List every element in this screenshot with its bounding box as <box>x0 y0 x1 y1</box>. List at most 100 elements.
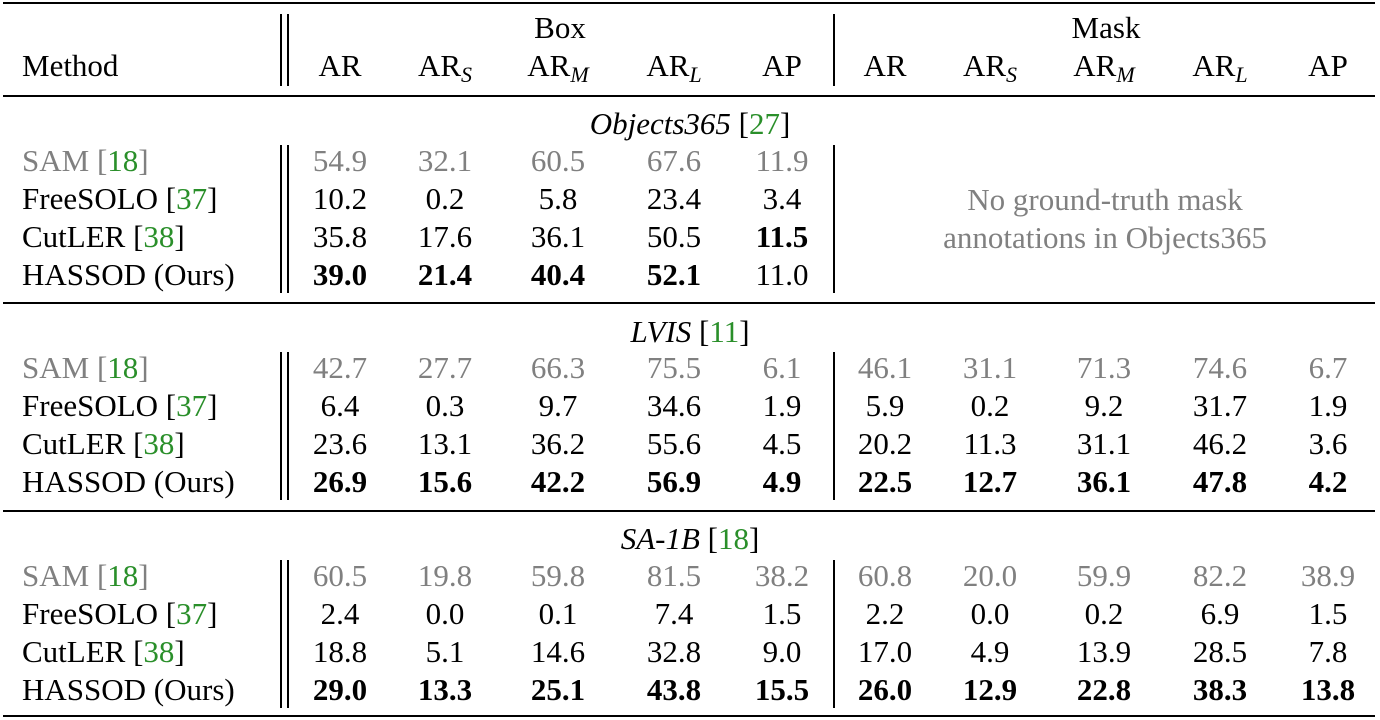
mask-value-cell: 9.2 <box>1084 388 1124 423</box>
box-value-cell: 23.6 <box>312 426 368 461</box>
box-value-cell: 3.4 <box>762 181 802 216</box>
header-col-mask-ap: AP <box>1308 48 1348 84</box>
method-label: CutLER <box>22 426 126 461</box>
vline-box-mask <box>833 352 835 500</box>
box-value-cell: 1.9 <box>762 388 802 423</box>
header-col-mask-ar: AR <box>863 48 906 84</box>
box-value-cell: 2.4 <box>320 596 360 631</box>
header-method: Method <box>22 48 119 83</box>
box-value-cell: 11.9 <box>755 143 809 178</box>
box-value-cell: 6.4 <box>320 388 360 423</box>
mask-value-cell: 20.2 <box>857 426 913 461</box>
method-label: HASSOD (Ours) <box>22 464 235 499</box>
vline-method-b <box>287 14 289 86</box>
dataset-name: LVIS <box>630 314 692 349</box>
method-label: SAM <box>22 558 90 593</box>
mask-value-cell: 3.6 <box>1308 426 1348 461</box>
box-value-cell: 18.8 <box>312 634 368 669</box>
method-citation: 38 <box>143 634 175 669</box>
header-col-box-ar-s: ARS <box>418 48 473 87</box>
box-value-cell: 55.6 <box>646 426 702 461</box>
col-label: AP <box>1308 48 1348 83</box>
mask-value-cell: 1.9 <box>1308 388 1348 423</box>
box-value-cell: 52.1 <box>646 257 702 292</box>
col-subscript: L <box>1235 62 1248 87</box>
dataset-citation: 11 <box>709 314 740 349</box>
col-subscript: S <box>461 62 473 87</box>
box-value-cell: 5.8 <box>538 181 578 216</box>
box-value-cell: 32.1 <box>417 143 473 178</box>
box-value-cell: 23.4 <box>646 181 702 216</box>
dataset-name: Objects365 <box>589 106 731 141</box>
box-value-cell: 14.6 <box>530 634 586 669</box>
mask-value-cell: 36.1 <box>1076 464 1132 499</box>
vline-method-a <box>280 352 282 500</box>
box-value-cell: 43.8 <box>646 672 702 707</box>
mask-value-cell: 1.5 <box>1308 596 1348 631</box>
section-rule-sa1b <box>3 510 1375 512</box>
mask-value-cell: 31.7 <box>1192 388 1248 423</box>
box-value-cell: 56.9 <box>646 464 702 499</box>
mask-value-cell: 17.0 <box>857 634 913 669</box>
header-col-mask-ar-m: ARM <box>1073 48 1134 86</box>
method-name: FreeSOLO [37] <box>22 181 218 216</box>
method-citation: 37 <box>176 596 208 631</box>
box-value-cell: 17.6 <box>417 219 473 254</box>
box-value-cell: 1.5 <box>762 596 802 631</box>
box-value-cell: 34.6 <box>646 388 702 423</box>
mask-value-cell: 13.9 <box>1076 634 1132 669</box>
method-name: FreeSOLO [37] <box>22 388 218 423</box>
bottom-rule <box>3 715 1375 717</box>
mask-value-cell: 28.5 <box>1192 634 1248 669</box>
method-name: SAM [18] <box>22 350 149 385</box>
col-subscript: M <box>570 62 589 87</box>
box-value-cell: 11.5 <box>755 219 809 254</box>
box-value-cell: 9.0 <box>762 634 802 669</box>
header-col-box-ap: AP <box>762 48 802 84</box>
header-col-box-ar: AR <box>318 48 361 84</box>
box-value-cell: 60.5 <box>312 558 368 593</box>
method-name: CutLER [38] <box>22 634 185 669</box>
mask-value-cell: 6.7 <box>1308 350 1348 385</box>
vline-method-a <box>280 560 282 708</box>
box-value-cell: 38.2 <box>754 558 810 593</box>
vline-box-mask <box>833 145 835 293</box>
mask-value-cell: 22.8 <box>1076 672 1132 707</box>
col-label: AR <box>527 48 571 83</box>
method-citation: 37 <box>176 388 208 423</box>
col-label: AR <box>863 48 907 83</box>
mask-note-line: annotations in Objects365 <box>943 220 1267 255</box>
box-value-cell: 75.5 <box>646 350 702 385</box>
box-value-cell: 0.2 <box>425 181 465 216</box>
method-name: SAM [18] <box>22 143 149 178</box>
dataset-name: SA-1B <box>620 521 700 556</box>
box-value-cell: 5.1 <box>425 634 465 669</box>
mask-value-cell: 74.6 <box>1192 350 1248 385</box>
method-label: FreeSOLO <box>22 181 159 216</box>
box-value-cell: 9.7 <box>538 388 578 423</box>
box-value-cell: 67.6 <box>646 143 702 178</box>
mask-value-cell: 59.9 <box>1076 558 1132 593</box>
mask-value-cell: 5.9 <box>865 388 905 423</box>
box-value-cell: 0.0 <box>425 596 465 631</box>
method-name: CutLER [38] <box>22 219 185 254</box>
box-value-cell: 29.0 <box>312 672 368 707</box>
method-name: CutLER [38] <box>22 426 185 461</box>
box-value-cell: 15.5 <box>754 672 810 707</box>
box-value-cell: 0.1 <box>538 596 578 631</box>
mask-value-cell: 20.0 <box>962 558 1018 593</box>
header-col-mask-ar-l: ARL <box>1192 48 1248 87</box>
box-value-cell: 4.9 <box>762 464 802 499</box>
method-label: SAM <box>22 143 90 178</box>
mask-value-cell: 46.1 <box>857 350 913 385</box>
col-label: AR <box>962 48 1007 83</box>
dataset-citation: 18 <box>717 521 749 556</box>
box-value-cell: 50.5 <box>646 219 702 254</box>
method-label: HASSOD (Ours) <box>22 257 235 292</box>
mask-value-cell: 12.9 <box>962 672 1018 707</box>
method-citation: 18 <box>107 143 139 178</box>
box-value-cell: 39.0 <box>312 257 368 292</box>
header-group-mask: Mask <box>1071 10 1141 45</box>
mask-value-cell: 7.8 <box>1308 634 1348 669</box>
box-value-cell: 13.1 <box>417 426 473 461</box>
